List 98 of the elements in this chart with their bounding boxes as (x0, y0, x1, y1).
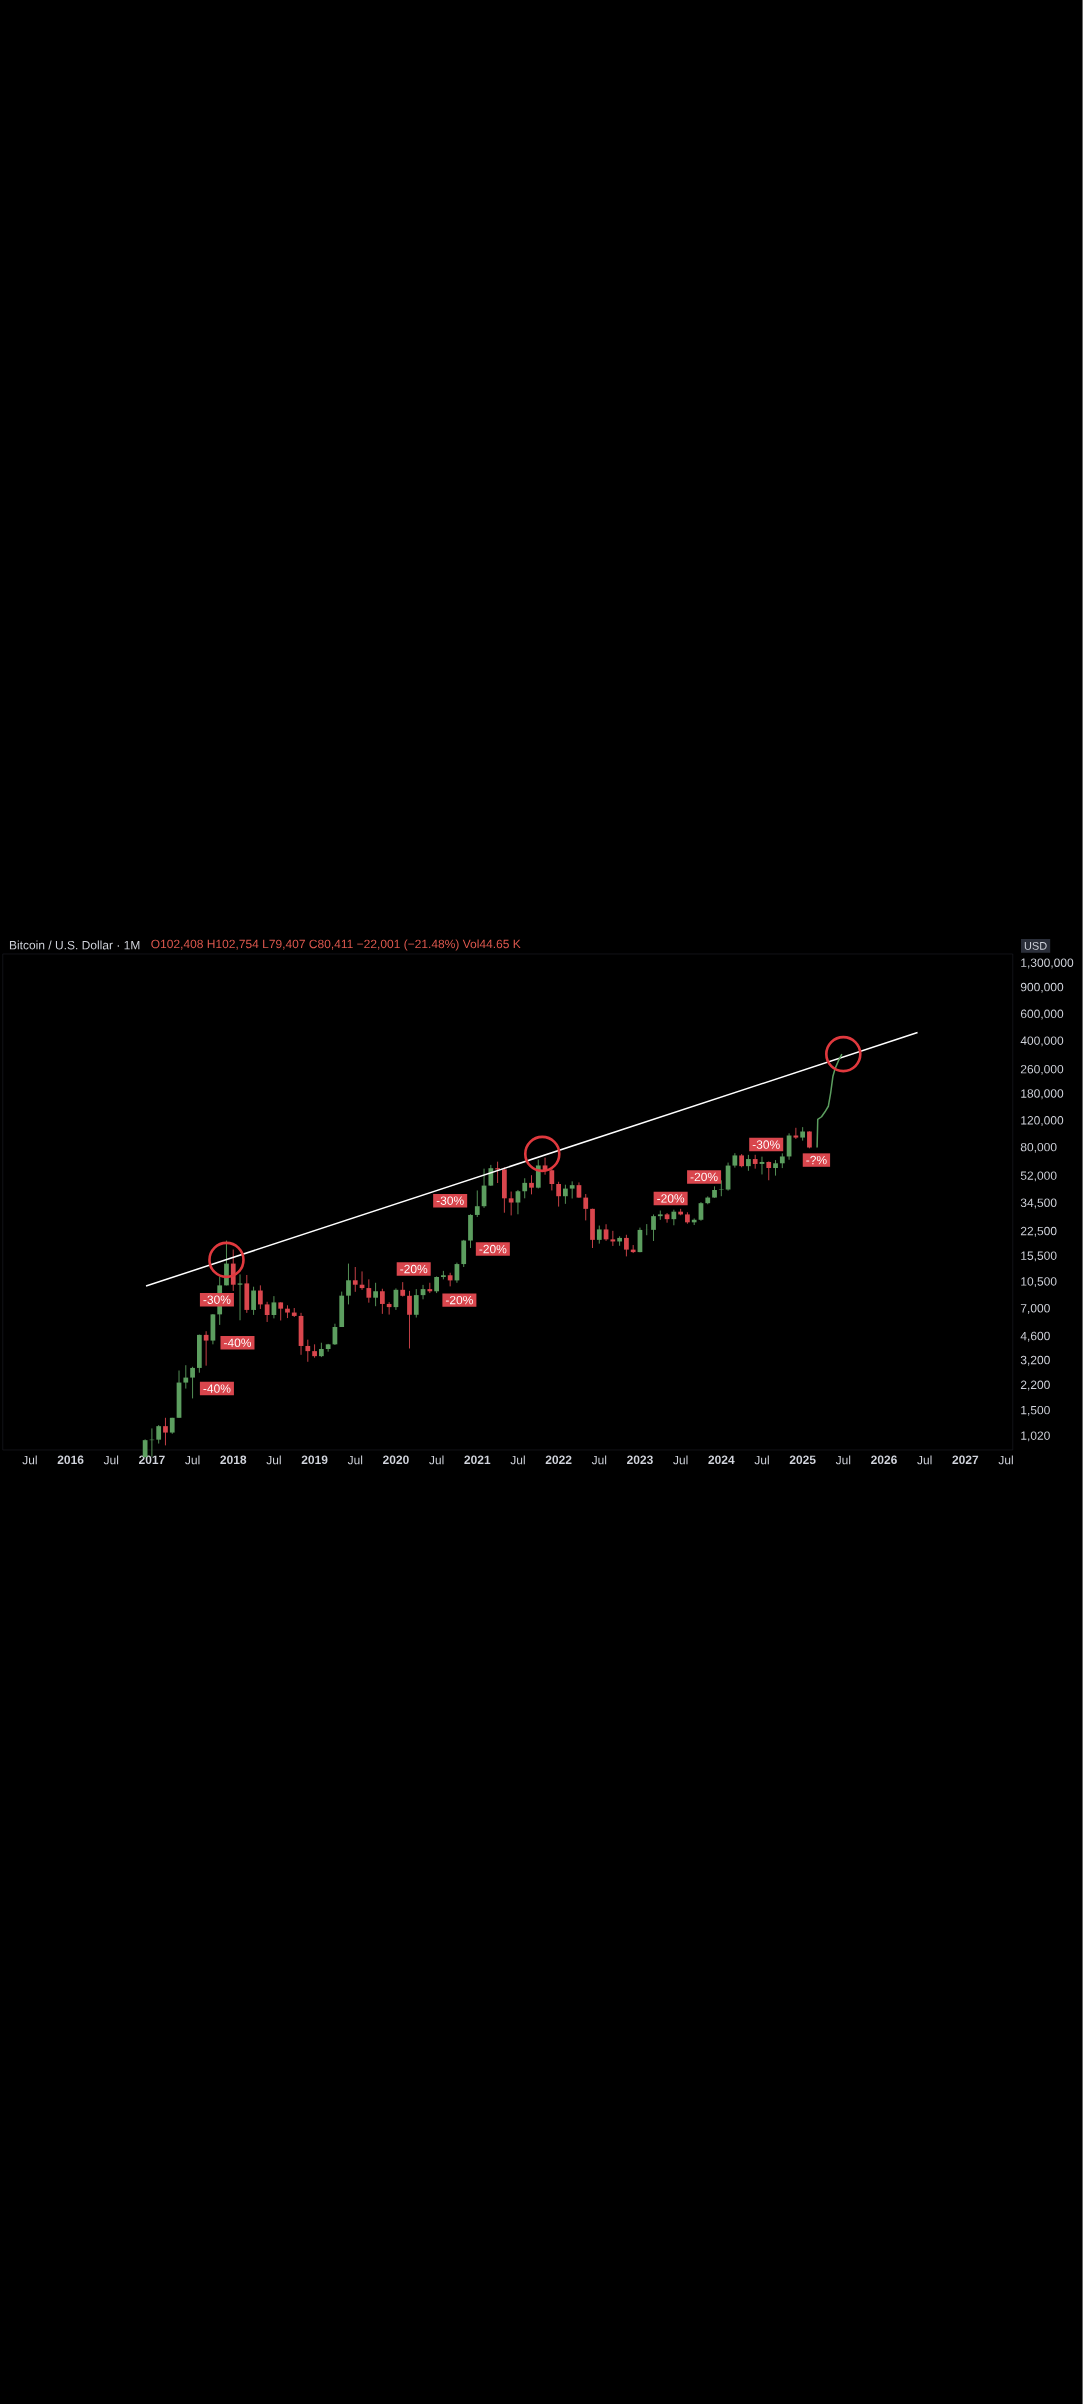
candlestick (386, 1301, 392, 1316)
x-tick-label: 2027 (952, 1455, 979, 1464)
candlestick (610, 1230, 616, 1247)
y-tick-label: 900,000 (1020, 982, 1064, 993)
x-tick-label: Jul (185, 1455, 200, 1465)
candlestick (251, 1286, 257, 1316)
candlestick (346, 1263, 351, 1305)
candlestick (264, 1301, 270, 1323)
point (208, 1241, 245, 1279)
y-tick-label: 180,000 (1021, 1089, 1064, 1100)
annotation: -20% (657, 1194, 685, 1203)
candlestick (163, 1417, 168, 1446)
candlestick (522, 1177, 528, 1199)
y-tick-label: 600,000 (1021, 1009, 1064, 1020)
annotation: -30% (203, 1295, 231, 1304)
annotation: -20% (690, 1172, 718, 1182)
point (524, 1135, 561, 1173)
x-tick-label: Jul (673, 1455, 688, 1465)
candlestick (624, 1234, 629, 1257)
y-tick-label: 34,500 (1020, 1198, 1057, 1209)
x-tick-label: Jul (347, 1455, 363, 1465)
x-tick-label: Jul (917, 1455, 932, 1465)
y-tick-label: 1,300,000 (1021, 958, 1074, 969)
candlestick (380, 1288, 385, 1315)
annotation: -20% (446, 1295, 474, 1305)
y-tick-label: 80,000 (1020, 1142, 1057, 1153)
x-tick-label: 2017 (139, 1455, 165, 1464)
chart-subtitle: O102,408 H102,754 L79,407 C80,411 −22,001 (−21.48%) Vol44.65 K (151, 939, 521, 951)
candlestick (183, 1364, 189, 1390)
annotation: -20% (479, 1244, 507, 1254)
x-tick-label: Jul (103, 1455, 119, 1465)
candlestick (230, 1249, 236, 1292)
x-tick-label: Jul (754, 1455, 769, 1465)
y-tick-label: 260,000 (1021, 1064, 1064, 1075)
candlestick (258, 1284, 263, 1310)
y-tick-label: 10,500 (1021, 1277, 1057, 1288)
candlestick (353, 1266, 358, 1293)
x-tick-label: Jul (429, 1455, 444, 1465)
candlestick (366, 1278, 372, 1304)
annotation: -40% (203, 1384, 231, 1393)
candlestick (671, 1209, 677, 1226)
candlestick (563, 1184, 568, 1205)
y-tick-label: 2,200 (1021, 1380, 1050, 1391)
candlestick (190, 1366, 196, 1399)
y-tick-label: 7,000 (1021, 1304, 1050, 1314)
candlestick (793, 1127, 799, 1140)
candlestick (529, 1174, 534, 1195)
candlestick (766, 1161, 772, 1181)
x-tick-label: 2024 (708, 1455, 735, 1464)
annotation: -30% (436, 1196, 464, 1205)
x-tick-label: Jul (510, 1455, 525, 1465)
annotation: -30% (752, 1140, 780, 1149)
candlestick (305, 1339, 311, 1363)
x-tick-label: 2018 (220, 1455, 247, 1464)
y-tick-label: 15,500 (1021, 1251, 1057, 1262)
x-tick-label: 2016 (57, 1455, 84, 1464)
candlestick (237, 1273, 243, 1321)
x-tick-label: 2026 (871, 1455, 898, 1464)
y-axis-title: USD (1024, 942, 1047, 950)
candlestick (583, 1193, 589, 1221)
candlestick (414, 1288, 419, 1318)
chart-title: Bitcoin / U.S. Dollar · 1M (10, 940, 140, 950)
candlestick (203, 1330, 209, 1367)
x-tick-label: Jul (998, 1455, 1013, 1465)
annotation: -?% (806, 1155, 827, 1165)
candlestick (407, 1290, 412, 1349)
y-tick-label: 400,000 (1020, 1036, 1064, 1047)
candlestick (515, 1189, 521, 1215)
y-tick-label: 1,500 (1021, 1405, 1050, 1416)
x-tick-label: 2019 (301, 1455, 328, 1464)
y-tick-label: 22,500 (1021, 1226, 1057, 1237)
candlestick (278, 1301, 284, 1321)
x-tick-label: Jul (266, 1455, 281, 1465)
candlestick (651, 1214, 656, 1242)
y-tick-label: 3,200 (1020, 1355, 1050, 1366)
candlestick (156, 1424, 162, 1444)
candlestick (508, 1191, 514, 1216)
x-tick-label: 2025 (789, 1455, 816, 1464)
y-tick-label: 1,020 (1021, 1431, 1050, 1442)
y-tick-label: 52,000 (1020, 1171, 1057, 1182)
x-tick-label: Jul (835, 1455, 851, 1465)
y-tick-label: 120,000 (1021, 1116, 1064, 1126)
point (825, 1035, 862, 1073)
x-tick-label: 2021 (464, 1455, 491, 1464)
line-series (816, 1053, 843, 1149)
y-tick-label: 4,600 (1020, 1331, 1050, 1342)
candlestick (475, 1190, 480, 1218)
candlestick (461, 1239, 467, 1268)
x-tick-label: Jul (591, 1455, 607, 1465)
x-tick-label: 2020 (383, 1455, 409, 1464)
x-tick-label: 2022 (545, 1455, 572, 1464)
annotation: -20% (400, 1264, 428, 1274)
candlestick (597, 1225, 602, 1245)
candlestick (556, 1181, 562, 1208)
candlestick (373, 1282, 379, 1307)
x-tick-label: Jul (22, 1455, 37, 1465)
annotation: -40% (224, 1338, 252, 1347)
x-tick-label: 2023 (627, 1455, 653, 1465)
